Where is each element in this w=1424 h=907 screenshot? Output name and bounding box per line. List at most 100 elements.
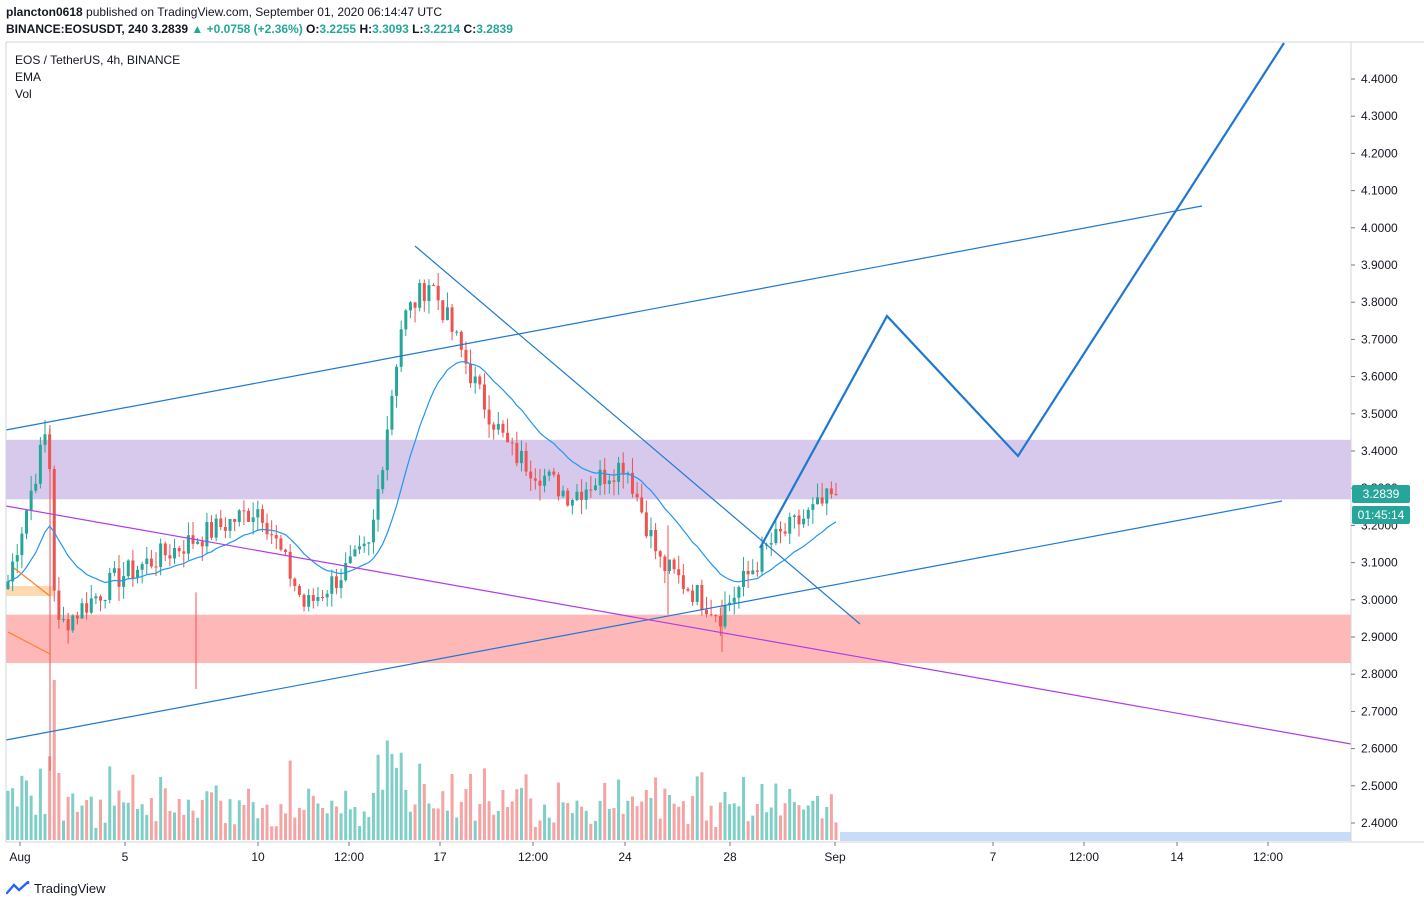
candle-body [163,543,167,556]
candle-body [34,483,38,491]
candle-body [658,551,662,557]
price-tick-label: 2.5000 [1361,779,1398,793]
volume-bar [677,806,681,840]
volume-bar [760,784,764,840]
volume-bar [718,802,722,840]
volume-bar [691,795,695,840]
legend-ema[interactable]: EMA [15,70,42,84]
volume-bar [182,814,186,840]
volume-bar [728,804,732,840]
volume-bar [136,808,140,840]
candle-body [126,560,130,577]
time-tick-label: Sep [824,850,846,864]
volume-bar [496,811,500,840]
candle-body [131,560,135,579]
volume-bar [603,782,607,840]
volume-bar [159,777,163,840]
candle-body [788,516,792,534]
volume-bar [284,813,288,840]
time-tick-label: 7 [990,850,997,864]
volume-bar [501,790,505,840]
volume-bar [353,807,357,840]
volume-bar [644,789,648,840]
candle-body [737,586,741,598]
price-tick-label: 4.2000 [1361,146,1398,160]
close-value: 3.2839 [476,22,513,36]
candle-body [71,615,75,631]
candle-body [149,558,153,567]
candle-body [792,515,796,517]
high-value: 3.3093 [372,22,409,36]
volume-bar [29,795,33,840]
volume-bar [242,805,246,840]
legend-vol[interactable]: Vol [15,87,32,101]
volume-bar [270,826,274,840]
time-tick-label: 5 [122,850,129,864]
candle-body [140,564,144,570]
volume-bar [788,788,792,840]
volume-bar [459,801,463,840]
upper-channel-line [5,205,1203,431]
candle-body [607,480,611,484]
candle-body [806,509,810,519]
tradingview-footer[interactable]: TradingView [6,878,106,898]
candle-body [196,541,200,544]
publisher-name[interactable]: plancton0618 [6,5,83,19]
volume-bar [344,790,348,840]
volume-bar [362,811,366,840]
candle-body [205,522,209,547]
candle-body [640,497,644,513]
volume-bar [210,792,214,840]
candle-body [247,510,251,522]
volume-bar [806,805,810,840]
volume-bar [607,809,611,840]
candle-body [635,493,639,498]
price-tick-label: 2.6000 [1361,742,1398,756]
candle-body [714,615,718,617]
candle-body [311,595,315,601]
volume-bar [538,820,542,840]
volume-bar [630,796,634,840]
candle-body [695,584,699,602]
candle-body [122,576,126,587]
candle-body [11,561,15,582]
volume-bar [390,753,394,840]
candle-body [621,462,625,475]
candle-body [344,563,348,581]
time-tick-label: 28 [723,850,737,864]
volume-bar [52,680,56,840]
open-label: O: [306,22,320,36]
volume-bar [765,812,769,840]
candle-body [450,307,454,332]
candle-body [99,596,103,601]
time-tick-label: 12:00 [1253,850,1283,864]
volume-bar [307,788,311,840]
lower-channel-line [5,500,1283,741]
candle-body [288,551,292,579]
volume-bar [75,811,79,840]
volume-bar [575,800,579,840]
candle-body [529,471,533,479]
time-tick-label: Aug [9,850,30,864]
last-price-tag: 3.2839 [1352,485,1410,503]
candle-body [464,349,468,364]
volume-bar [737,806,741,840]
candle-body [330,576,334,594]
volume-bar [473,820,477,840]
volume-bar [293,817,297,840]
volume-bar [381,789,385,840]
volume-bar [802,809,806,840]
legend-title[interactable]: EOS / TetherUS, 4h, BINANCE [15,53,181,67]
support-zone [6,614,1351,664]
candle-body [709,614,713,616]
change-value: ▲ +0.0758 (+2.36%) [191,22,303,36]
volume-bar [570,813,574,840]
volume-bar [580,806,584,840]
candle-body [543,475,547,486]
candle-body [760,544,764,572]
candle-body [825,488,829,504]
candle-body [325,593,329,598]
candle-body [704,609,708,615]
candle-body [649,530,653,537]
